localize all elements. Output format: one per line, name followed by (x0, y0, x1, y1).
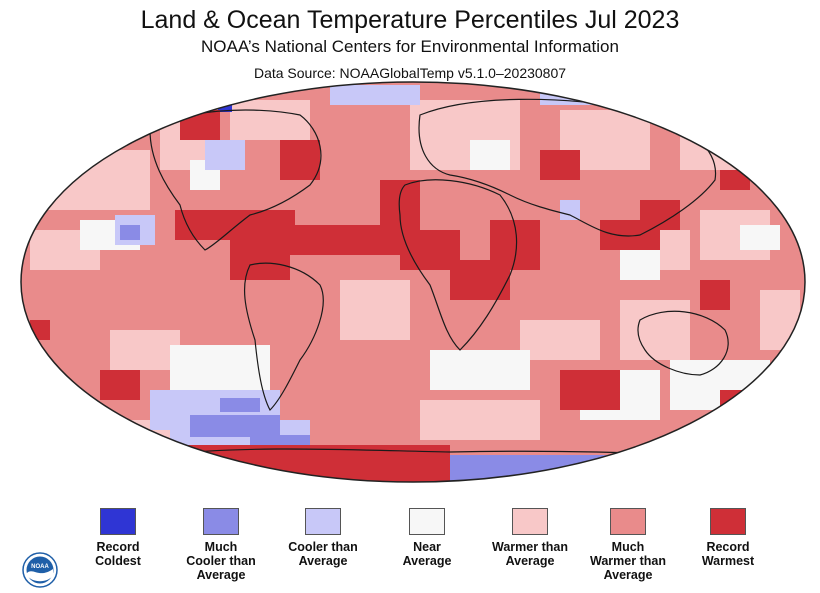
legend-much-warmer: Much Warmer than Average (573, 508, 683, 582)
legend-label: Record Warmest (701, 540, 755, 568)
legend-warmer: Warmer than Average (475, 508, 585, 568)
legend-record-coldest: Record Coldest (63, 508, 173, 568)
world-map (20, 81, 806, 483)
legend-label: Much Warmer than Average (590, 540, 666, 582)
legend-label: Record Coldest (95, 540, 141, 568)
world-map-svg (20, 81, 806, 483)
legend-cooler: Cooler than Average (268, 508, 378, 568)
legend-swatch (610, 508, 646, 535)
noaa-logo-icon: NOAA (22, 552, 58, 588)
legend-swatch (710, 508, 746, 535)
legend-swatch (409, 508, 445, 535)
logo-text: NOAA (31, 564, 49, 570)
legend-label: Near Average (402, 540, 452, 568)
legend-label: Cooler than Average (288, 540, 358, 568)
legend-record-warmest: Record Warmest (673, 508, 783, 568)
legend-label: Much Cooler than Average (186, 540, 256, 582)
map-title: Land & Ocean Temperature Percentiles Jul… (140, 6, 680, 34)
legend-much-cooler: Much Cooler than Average (166, 508, 276, 582)
legend-swatch (100, 508, 136, 535)
legend-swatch (305, 508, 341, 535)
map-subtitle: NOAA’s National Centers for Environmenta… (201, 37, 619, 56)
map-border (20, 81, 806, 483)
legend-label: Warmer than Average (492, 540, 568, 568)
legend-swatch (512, 508, 548, 535)
data-source: Data Source: NOAAGlobalTemp v5.1.0–20230… (253, 65, 567, 81)
legend-swatch (203, 508, 239, 535)
legend-near-average: Near Average (372, 508, 482, 568)
